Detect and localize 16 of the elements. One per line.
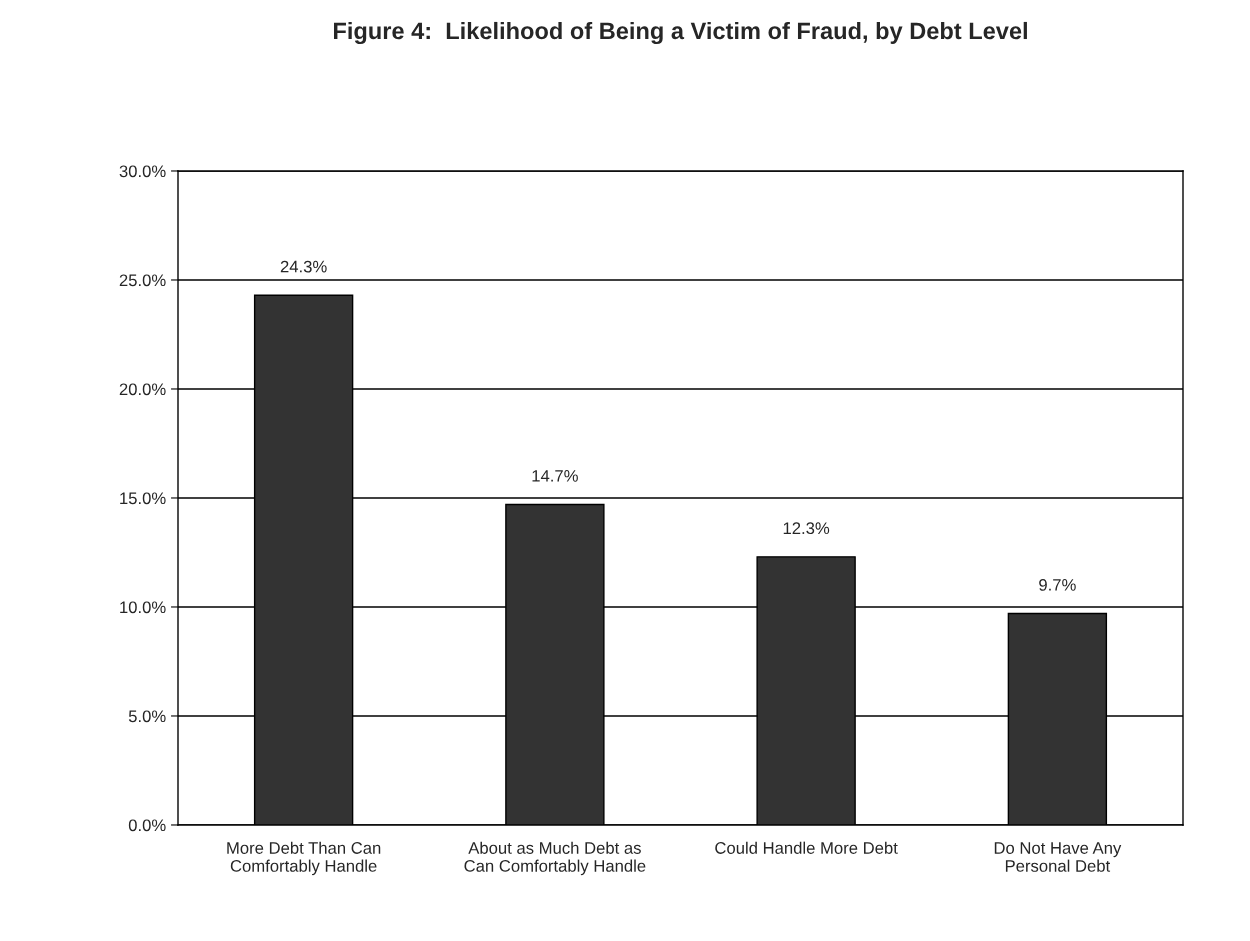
y-tick-label: 0.0% — [128, 819, 166, 832]
data-label: 12.3% — [783, 522, 830, 535]
y-tick-label: 25.0% — [119, 274, 166, 287]
chart-title: Figure 4: Likelihood of Being a Victim of Fraud, by Debt Level — [334, 21, 1027, 45]
x-tick-label: About as Much Debt as Can Comfortably Handle — [464, 841, 646, 876]
y-tick-label: 20.0% — [119, 383, 166, 396]
x-tick-label: Could Handle More Debt — [715, 841, 898, 854]
y-tick-label: 30.0% — [119, 165, 166, 178]
data-label: 9.7% — [1039, 578, 1076, 591]
data-label: 14.7% — [532, 470, 578, 482]
y-tick-label: 5.0% — [128, 710, 166, 723]
data-label: 24.3% — [280, 260, 327, 273]
x-tick-label: Do Not Have Any Personal Debt — [994, 842, 1122, 872]
y-tick-label: 15.0% — [120, 492, 166, 505]
y-tick-label: 10.0% — [120, 601, 166, 614]
x-tick-label: More Debt Than Can Comfortably Handle — [227, 841, 381, 876]
